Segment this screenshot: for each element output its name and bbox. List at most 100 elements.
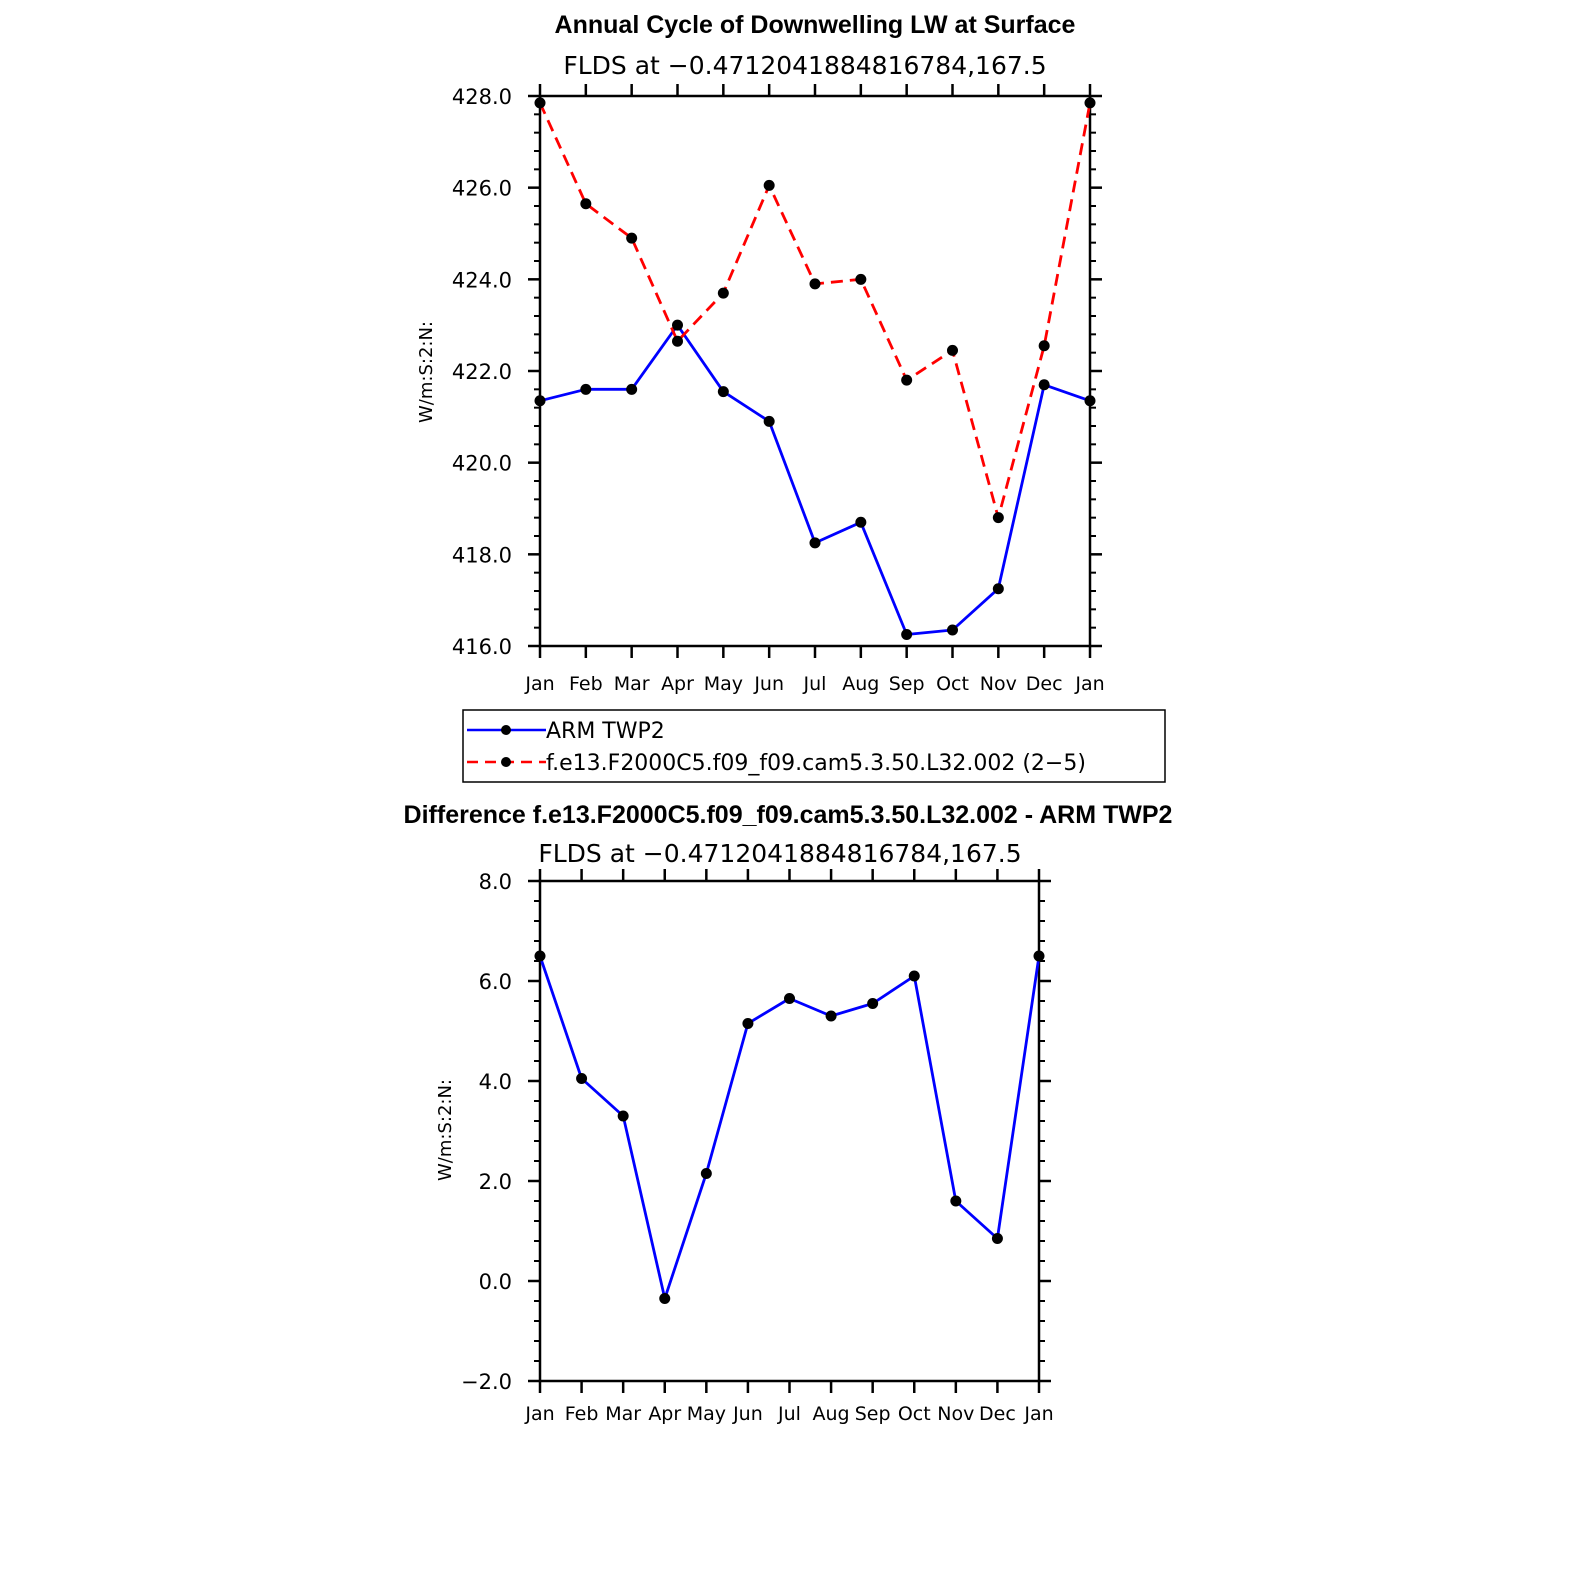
chart1-ylabel: W/m:S:2:N:: [416, 321, 437, 423]
x-tick-label: Apr: [661, 673, 694, 695]
x-tick-label: Oct: [936, 673, 969, 695]
chart1-series-1-point: [1084, 97, 1096, 109]
chart1-series-0-point: [901, 629, 913, 641]
chart1-x-tick-labels: Jan Feb Mar Apr May Jun Jul Aug Sep Oct Nov Dec Jan: [524, 673, 1104, 695]
x-tick-label: Jan: [1023, 1403, 1053, 1425]
y-tick-label: 422.0: [452, 360, 512, 384]
chart1-series: [534, 97, 1096, 641]
x-tick-label: Dec: [1026, 673, 1063, 695]
chart2-series: [534, 950, 1045, 1304]
chart2-series-line-0: [538, 955, 1041, 1300]
x-tick-label: Nov: [980, 673, 1017, 695]
chart1-ticks: [528, 84, 1102, 658]
x-tick-label: Dec: [979, 1403, 1016, 1425]
chart1-series-0-point: [1038, 379, 1050, 391]
chart1-series-0-point: [763, 415, 775, 427]
y-tick-label: 428.0: [452, 85, 512, 109]
chart2-subtitle: FLDS at −0.4712041884816784,167.5: [538, 839, 1021, 868]
chart2-series-0-point: [534, 950, 546, 962]
chart1-series-line-1: [538, 102, 1092, 520]
chart1-subtitle: FLDS at −0.4712041884816784,167.5: [563, 51, 1046, 80]
chart1-series-0-point: [947, 624, 958, 636]
x-tick-label: Jul: [777, 1403, 801, 1425]
chart1-series-1-point: [763, 179, 775, 191]
chart1-series-1-point: [672, 335, 683, 347]
chart1-series-1-point: [855, 273, 867, 285]
annual-cycle-chart: Annual Cycle of Downwelling LW at Surfac…: [416, 11, 1105, 695]
legend-box: [462, 709, 1166, 783]
y-tick-label: 4.0: [479, 1070, 512, 1094]
chart2-series-0-point: [576, 1073, 588, 1084]
y-tick-label: 0.0: [479, 1270, 512, 1294]
chart2-ylabel: W/m:S:2:N:: [435, 1079, 456, 1181]
x-tick-label: Sep: [889, 673, 925, 695]
chart1-series-1-point: [992, 512, 1004, 524]
chart1-series-0-point: [672, 319, 683, 331]
x-tick-label: Jun: [732, 1403, 763, 1425]
chart1-series-1-point: [717, 287, 729, 299]
x-tick-label: Feb: [565, 1403, 599, 1425]
legend-arm-label: ARM TWP2: [546, 719, 665, 744]
legend: ARM TWP2 f.e13.F2000C5.f09_f09.cam5.3.50…: [462, 709, 1166, 783]
chart2-series-0-point: [991, 1233, 1003, 1244]
chart2-series-0-point: [950, 1195, 962, 1207]
x-tick-label: May: [687, 1403, 726, 1425]
y-tick-label: 416.0: [452, 635, 512, 659]
difference-chart: Difference f.e13.F2000C5.f09_f09.cam5.3.…: [404, 801, 1173, 1425]
chart2-series-0-point: [700, 1168, 712, 1179]
chart1-series-0-point: [534, 395, 546, 407]
x-tick-label: Oct: [898, 1403, 931, 1425]
chart1-series-1-point: [580, 198, 592, 210]
x-tick-label: Aug: [842, 673, 879, 695]
chart2-series-0-point: [617, 1110, 629, 1122]
x-tick-label: Sep: [855, 1403, 891, 1425]
chart1-frame: [538, 94, 1092, 648]
chart1-series-0-point: [809, 537, 821, 549]
chart2-frame: [538, 879, 1041, 1383]
chart1-series-0-point: [717, 386, 729, 398]
y-tick-label: 2.0: [479, 1170, 512, 1194]
x-tick-label: Nov: [937, 1403, 974, 1425]
chart2-series-0-point: [659, 1293, 671, 1304]
chart1-title: Annual Cycle of Downwelling LW at Surfac…: [555, 11, 1076, 39]
x-tick-label: Apr: [648, 1403, 681, 1425]
y-tick-label: 426.0: [452, 177, 512, 201]
y-tick-label: 424.0: [452, 268, 512, 292]
y-tick-label: 420.0: [452, 452, 512, 476]
x-tick-label: Aug: [813, 1403, 850, 1425]
chart1-series-0-point: [1084, 395, 1096, 407]
x-tick-label: Jan: [524, 1403, 554, 1425]
x-tick-label: Jan: [524, 673, 554, 695]
legend-arm-marker: [501, 725, 511, 735]
chart1-series-0-point: [855, 516, 867, 528]
chart2-series-0-point: [784, 993, 795, 1004]
x-tick-label: Jun: [753, 673, 784, 695]
chart1-series-1-point: [534, 97, 546, 109]
chart2-series-0-point: [1033, 950, 1045, 962]
legend-model-label: f.e13.F2000C5.f09_f09.cam5.3.50.L32.002 …: [546, 751, 1086, 776]
chart1-series-0-point: [580, 383, 592, 395]
x-tick-label: Jan: [1074, 673, 1104, 695]
chart2-series-0-point: [867, 998, 879, 1009]
chart1-series-0-point: [992, 583, 1004, 595]
legend-model-marker: [501, 757, 511, 767]
chart1-series-1-point: [901, 374, 913, 386]
x-tick-label: Mar: [605, 1403, 641, 1425]
chart1-series-1-point: [626, 232, 638, 244]
chart1-series-0-point: [626, 383, 638, 395]
chart2-ticks: [528, 869, 1051, 1393]
y-tick-label: −2.0: [461, 1370, 512, 1394]
chart2-series-0-point: [742, 1018, 754, 1029]
x-tick-label: Jul: [803, 673, 827, 695]
chart2-y-tick-labels: −2.0 0.0 2.0 4.0 6.0 8.0: [461, 870, 512, 1394]
chart2-title: Difference f.e13.F2000C5.f09_f09.cam5.3.…: [404, 801, 1173, 829]
chart1-y-tick-labels: 416.0 418.0 420.0 422.0 424.0 426.0 428.0: [452, 85, 512, 659]
chart2-series-0-point: [908, 970, 920, 982]
x-tick-label: May: [704, 673, 743, 695]
chart1-series-1-point: [947, 344, 958, 356]
chart2-series-0-point: [825, 1010, 837, 1022]
x-tick-label: Mar: [614, 673, 650, 695]
x-tick-label: Feb: [569, 673, 603, 695]
y-tick-label: 6.0: [479, 970, 512, 994]
